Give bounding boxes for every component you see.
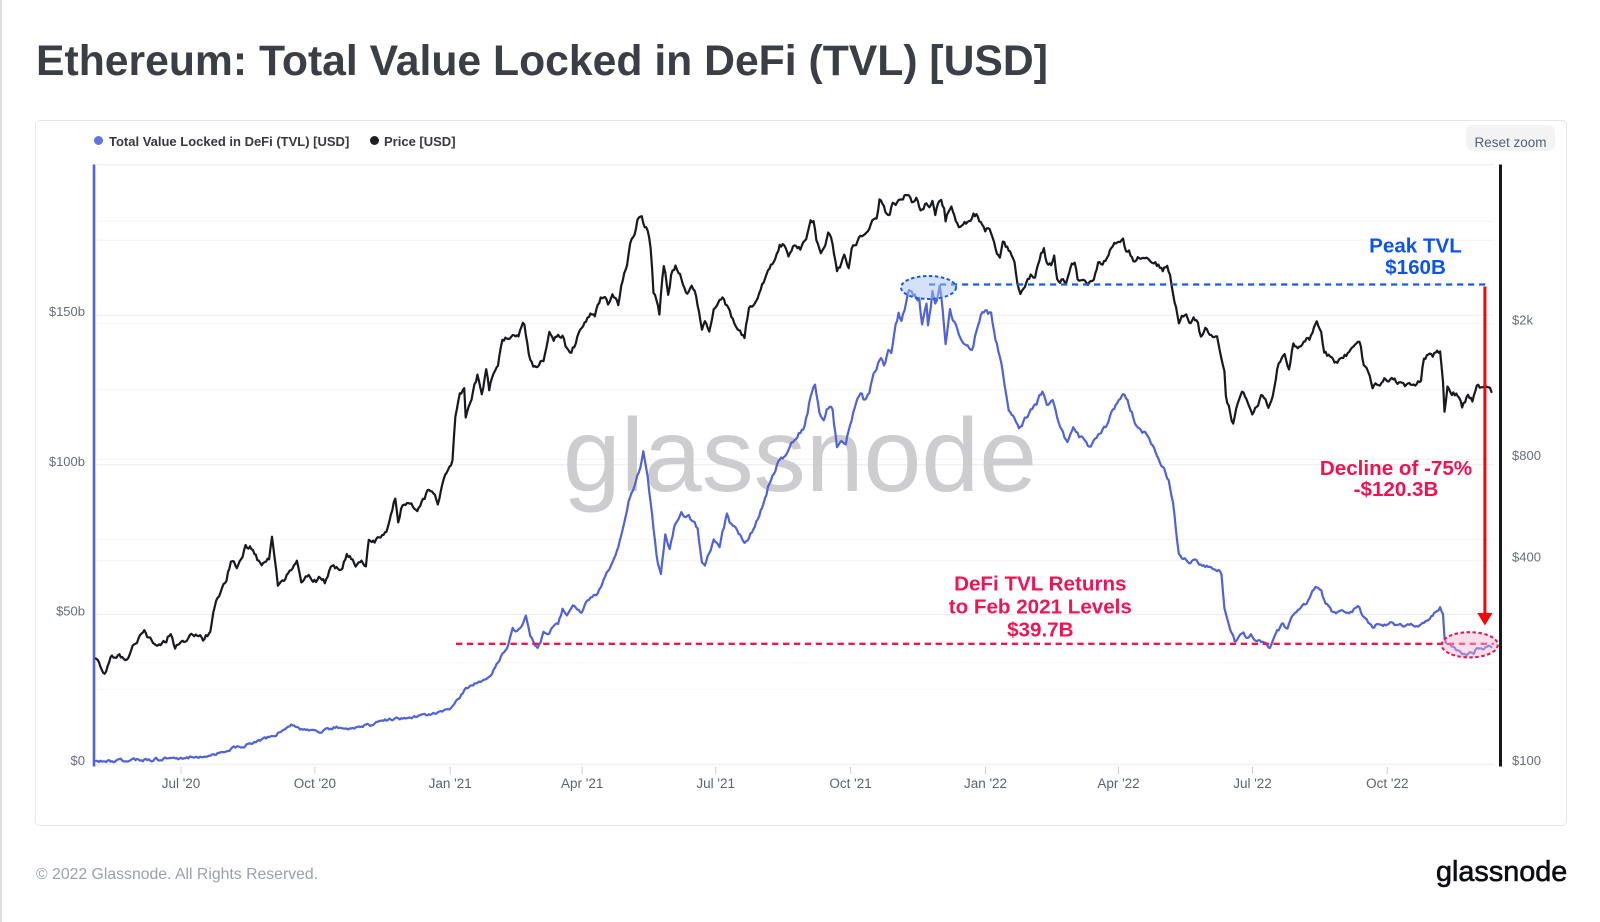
svg-text:Oct '22: Oct '22 bbox=[1366, 776, 1408, 791]
svg-text:Jan '21: Jan '21 bbox=[429, 776, 472, 791]
svg-text:Jul '20: Jul '20 bbox=[162, 776, 201, 791]
svg-text:to Feb 2021 Levels: to Feb 2021 Levels bbox=[949, 596, 1132, 619]
svg-text:$100: $100 bbox=[1512, 753, 1541, 768]
svg-text:Apr '21: Apr '21 bbox=[561, 776, 603, 791]
svg-text:$2k: $2k bbox=[1512, 313, 1533, 328]
svg-text:© 2022 Glassnode. All Rights R: © 2022 Glassnode. All Rights Reserved. bbox=[36, 866, 318, 883]
svg-text:Apr '22: Apr '22 bbox=[1097, 776, 1139, 791]
svg-text:Jul '22: Jul '22 bbox=[1233, 776, 1272, 791]
svg-text:glassnode: glassnode bbox=[563, 398, 1037, 514]
svg-text:Oct '20: Oct '20 bbox=[294, 776, 336, 791]
svg-text:$400: $400 bbox=[1512, 550, 1541, 565]
svg-text:Reset zoom: Reset zoom bbox=[1474, 135, 1546, 150]
svg-text:$0: $0 bbox=[71, 753, 85, 768]
svg-text:Price [USD]: Price [USD] bbox=[384, 134, 456, 149]
svg-text:Jan '22: Jan '22 bbox=[964, 776, 1007, 791]
svg-text:Total Value Locked in DeFi (TV: Total Value Locked in DeFi (TVL) [USD] bbox=[109, 134, 349, 149]
svg-text:Decline of -75%: Decline of -75% bbox=[1320, 457, 1472, 480]
svg-text:Peak TVL: Peak TVL bbox=[1369, 235, 1462, 258]
svg-text:Jul '21: Jul '21 bbox=[696, 776, 735, 791]
svg-text:$160B: $160B bbox=[1385, 256, 1446, 279]
svg-text:$39.7B: $39.7B bbox=[1007, 619, 1073, 642]
svg-text:-$120.3B: -$120.3B bbox=[1354, 478, 1439, 501]
svg-text:$50b: $50b bbox=[56, 604, 85, 619]
svg-text:DeFi TVL Returns: DeFi TVL Returns bbox=[954, 573, 1126, 596]
svg-text:Ethereum: Total Value Locked i: Ethereum: Total Value Locked in DeFi (TV… bbox=[36, 37, 1048, 85]
svg-text:$100b: $100b bbox=[49, 454, 85, 469]
svg-text:glassnode: glassnode bbox=[1436, 856, 1567, 888]
svg-text:Oct '21: Oct '21 bbox=[829, 776, 871, 791]
svg-text:$150b: $150b bbox=[49, 304, 85, 319]
svg-text:$800: $800 bbox=[1512, 448, 1541, 463]
